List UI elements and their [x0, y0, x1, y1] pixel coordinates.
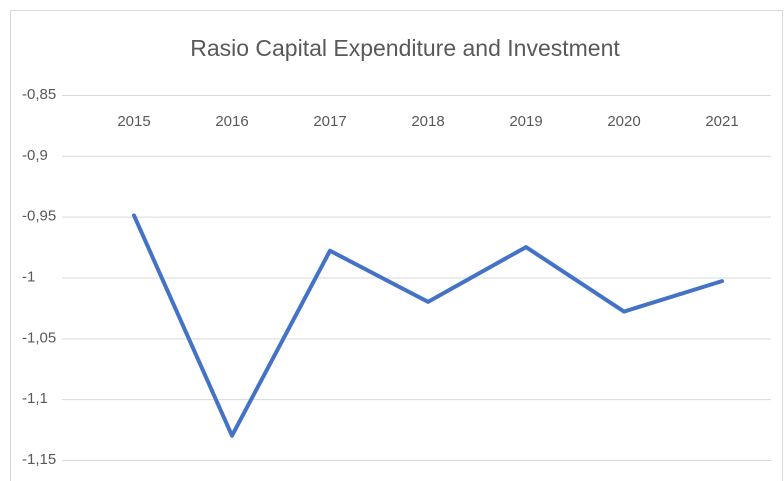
y-tick-label: -0,9 [22, 147, 48, 164]
y-tick-label: -1 [22, 268, 35, 285]
x-tick-label: 2017 [313, 113, 346, 130]
y-tick-label: -1,05 [22, 329, 56, 346]
y-tick-label: -0,95 [22, 208, 56, 225]
y-tick-label: -1,15 [22, 451, 56, 468]
line-series [132, 213, 724, 438]
x-tick-label: 2021 [705, 113, 738, 130]
x-tick-label: 2018 [411, 113, 444, 130]
x-tick-label: 2016 [215, 113, 248, 130]
x-tick-label: 2019 [509, 113, 542, 130]
chart-title: Rasio Capital Expenditure and Investment [190, 35, 620, 61]
chart-frame [10, 10, 783, 481]
y-tick-label: -0,85 [22, 86, 56, 103]
x-tick-label: 2015 [117, 113, 150, 130]
x-tick-label: 2020 [607, 113, 640, 130]
y-tick-label: -1,1 [22, 390, 48, 407]
